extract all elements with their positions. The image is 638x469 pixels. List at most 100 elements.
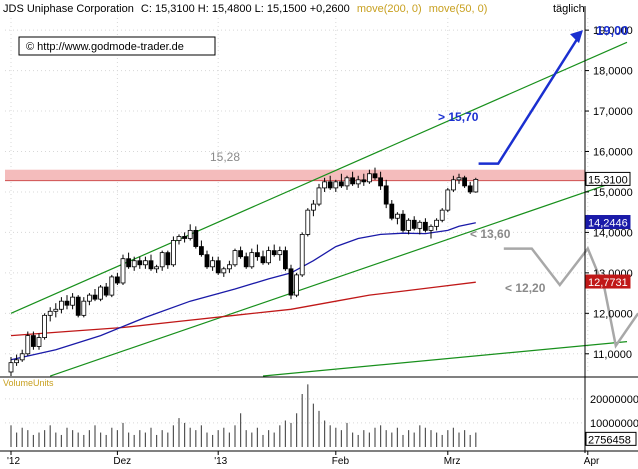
candle-body [294, 274, 300, 296]
candle [462, 175, 468, 188]
candle-body [70, 296, 75, 306]
candle [98, 285, 103, 302]
candle-body [361, 179, 367, 183]
header-quote: JDS Uniphase Corporation C: 15,3100 H: 1… [3, 3, 487, 15]
candle [30, 331, 36, 350]
candle-body [316, 187, 322, 205]
candle [204, 250, 210, 269]
instrument-name: JDS Uniphase Corporation [3, 3, 134, 15]
candle [310, 200, 316, 217]
candle [14, 354, 20, 366]
candle [445, 187, 451, 213]
candle-body [366, 173, 372, 183]
candle [109, 274, 115, 298]
candle [238, 246, 244, 259]
candle-body [394, 213, 400, 219]
candle-body [165, 252, 171, 266]
candle [142, 256, 148, 269]
x-tick-label: Apr [584, 456, 600, 467]
candle [243, 252, 249, 269]
candle-body [115, 276, 120, 284]
candle-body [445, 189, 451, 211]
candle [193, 226, 199, 249]
candle [8, 357, 14, 377]
candle-body [383, 185, 389, 205]
ma50-value-label-box [585, 215, 631, 230]
candle-body [322, 181, 328, 189]
ma200-value-label: 12,7731 [585, 274, 631, 289]
target-price-label: 19,00 [596, 23, 629, 38]
candle-body [299, 234, 305, 276]
copyright-text: © http://www.godmode-trader.de [26, 41, 184, 53]
volume-tick-label: 10000000 [590, 418, 638, 430]
ma50-line [10, 222, 476, 361]
ma50-value-label-text: 14,2446 [588, 218, 628, 230]
candle-body [282, 250, 288, 270]
candle [81, 297, 87, 318]
candle [210, 256, 216, 271]
candle-body [411, 219, 417, 229]
scenario-path [503, 246, 638, 349]
candle [159, 250, 165, 271]
candle-body [428, 225, 434, 231]
candle-body [238, 250, 244, 258]
candle [355, 175, 361, 188]
y-tick-label: 15,0000 [593, 187, 633, 199]
x-tick-label: Dez [113, 456, 131, 467]
candle [70, 293, 75, 310]
candle [187, 224, 193, 241]
candle-body [30, 335, 36, 347]
target-arrow-line [478, 35, 581, 165]
volume-label: VolumeUnits [3, 378, 54, 388]
candle-body [154, 266, 160, 270]
candle [176, 234, 182, 245]
candle-body [372, 173, 378, 179]
scenario-paths [503, 246, 638, 349]
candle [232, 248, 238, 267]
candle-body [215, 260, 221, 274]
candle [221, 266, 227, 277]
candle [271, 244, 277, 257]
candle-body [338, 181, 344, 187]
candle [92, 289, 98, 302]
candle-body [36, 337, 42, 347]
last-price-label-text: 15,3100 [588, 174, 628, 186]
candle-body [226, 264, 232, 270]
candle [103, 282, 109, 298]
candle [254, 244, 260, 261]
candle-body [53, 308, 59, 312]
candle-body [87, 294, 92, 302]
candle-body [64, 300, 70, 306]
candle [36, 333, 42, 350]
ma50-path [10, 222, 476, 361]
candle-body [422, 221, 428, 231]
candle-body [271, 250, 277, 256]
candle [450, 175, 456, 192]
candle-body [187, 229, 193, 239]
candle-body [344, 177, 350, 187]
resistance-band [5, 169, 585, 181]
candle-body [406, 219, 412, 231]
y-tick-label: 11,0000 [593, 349, 632, 361]
candle-body [198, 246, 204, 256]
candle [120, 254, 126, 285]
candle-body [131, 260, 137, 268]
candle [456, 173, 462, 184]
y-tick-label: 16,0000 [593, 147, 633, 159]
candle [366, 169, 372, 184]
quote-values: C: 15,3100 H: 15,4800 L: 15,1500 +0,2600 [141, 3, 350, 15]
candle [350, 171, 356, 186]
candle [417, 220, 423, 235]
y-tick-label: 12,0000 [593, 308, 633, 320]
candle [394, 212, 400, 225]
candle [378, 171, 384, 190]
candle-body [25, 335, 31, 355]
x-tick-label: Mrz [444, 456, 461, 467]
ma200-legend: move(200, 0) [357, 3, 422, 15]
candle-body [92, 294, 98, 300]
resistance-label: 15,28 [210, 150, 240, 164]
ma200-value-label-text: 12,7731 [588, 277, 628, 289]
candle-body [221, 268, 227, 274]
y-tick-label: 17,0000 [593, 106, 633, 118]
candle [282, 246, 288, 271]
